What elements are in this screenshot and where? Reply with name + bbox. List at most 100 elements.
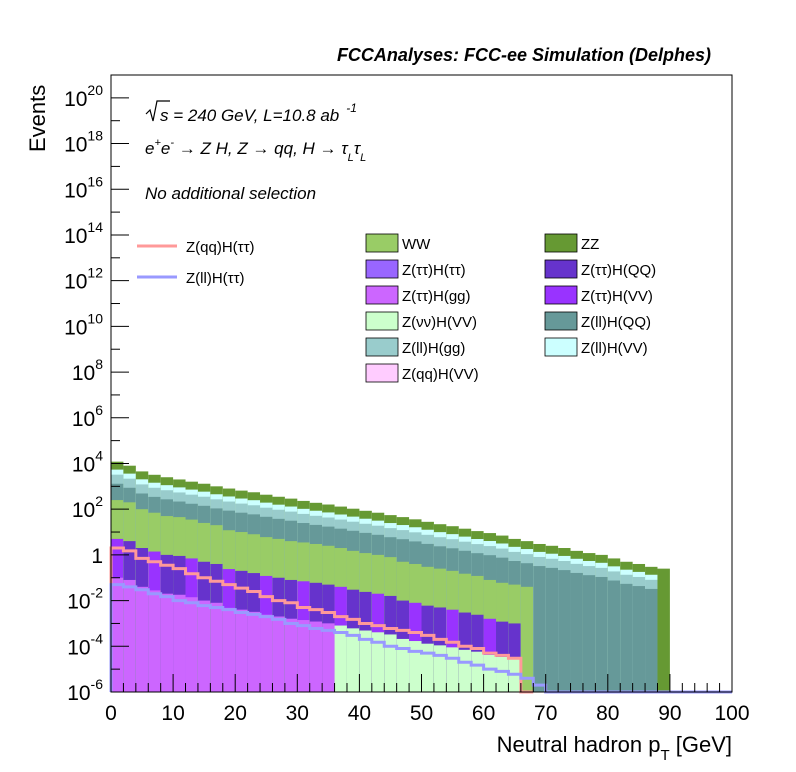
stack-legend: WW Z(ττ)H(ττ) Z(ττ)H(gg) Z(νν)H(VV) Z(ll)H(g… (365, 233, 656, 383)
bar-zllhqq (595, 576, 608, 692)
x-tick-label: 40 (348, 702, 371, 725)
bar-ztautau-low (197, 600, 211, 692)
bar-ztautau-low (247, 611, 261, 692)
y-tick-label: 10-4 (67, 630, 103, 659)
bar-ztautau-low (185, 597, 198, 692)
bar-zllhqq (545, 567, 559, 692)
legend-label: Z(qq)H(VV) (402, 366, 479, 383)
legend-label: Z(ττ)H(gg) (402, 288, 471, 305)
legend-label: WW (402, 236, 431, 253)
bar-zllhqq (620, 583, 633, 692)
y-tick-label: 1 (91, 545, 103, 568)
bar-zllhqq (632, 586, 646, 692)
bar-zllhqq (533, 566, 546, 692)
legend-swatch (544, 337, 578, 357)
bar-ztautau-low (123, 579, 136, 692)
bar-zllhqq (570, 572, 583, 692)
x-axis-label-main: Neutral hadron p (497, 732, 661, 757)
legend-label: ZZ (581, 236, 599, 253)
x-tick-label: 100 (714, 702, 749, 725)
bar-ztautau-low (210, 602, 223, 692)
line-legend: Z(qq)H(ττ) Z(ll)H(ττ) (137, 239, 255, 287)
bar-ztautau-low (483, 654, 497, 692)
bar-zllhqq (607, 580, 621, 692)
bar-ztautau-low (297, 620, 310, 692)
y-tick-label: 1018 (64, 128, 103, 157)
legend-swatch (365, 337, 399, 357)
y-tick-label: 10-6 (67, 676, 103, 705)
bar-zllhqq (645, 588, 658, 692)
legend-label: Z(νν)H(VV) (402, 314, 477, 331)
x-tick-label: 0 (105, 702, 117, 725)
y-tick-label: 102 (72, 493, 103, 522)
bar-ztautau-low (260, 614, 273, 692)
bar-ztautau-low (396, 638, 410, 692)
legend-swatch (365, 233, 399, 253)
legend-swatch (365, 363, 399, 383)
bar-ztautau-low (346, 628, 360, 692)
legend-label-zll-htautau: Z(ll)H(ττ) (186, 270, 245, 287)
bar-ztautau-low (272, 616, 285, 692)
legend-swatch (544, 233, 578, 253)
bar-ztautau-low (496, 657, 509, 692)
annotation-lumi-sup: -1 (346, 101, 357, 115)
bar-ztautau-low (471, 651, 484, 692)
bar-ztautau-low (309, 621, 323, 692)
bar-ww (520, 586, 534, 692)
legend-label: Z(ll)H(VV) (581, 340, 648, 357)
legend-label: Z(ll)H(QQ) (581, 314, 651, 331)
bar-ztautau-low (446, 647, 459, 692)
bar-ztautau-low (334, 625, 347, 692)
x-tick-label: 30 (286, 702, 309, 725)
bar-ztautau-low (421, 643, 434, 692)
x-tick-label: 90 (658, 702, 681, 725)
annotation-process: e+e- → Z H, Z → qq, H → τLτL (145, 137, 366, 164)
x-tick-label: 10 (161, 702, 184, 725)
bar-zllhqq (558, 570, 571, 692)
x-ticks: 0 10 20 30 40 50 60 70 80 90 100 (105, 674, 750, 725)
sqrt-sign (145, 100, 170, 122)
legend-label: Z(ττ)H(QQ) (581, 262, 656, 279)
y-tick-label: 106 (72, 402, 103, 431)
legend-swatch (365, 259, 399, 279)
bar-ztautau-low (235, 609, 248, 692)
bar-ztautau-low (433, 645, 447, 692)
bar-ztautau-low (409, 641, 422, 692)
y-tick-label: 108 (72, 356, 103, 385)
legend-swatch (365, 311, 399, 331)
legend-label: Z(ττ)H(ττ) (402, 262, 466, 279)
bar-ztautau-low (148, 590, 161, 692)
histogram-area (111, 461, 670, 692)
bar-ztautau-low (384, 634, 397, 692)
bar-ztautau-low (458, 649, 472, 692)
x-tick-label: 70 (534, 702, 557, 725)
annotation-energy-lumi: s = 240 GeV, L=10.8 ab -1 (160, 101, 357, 125)
bar-ztautau-low (371, 632, 385, 692)
legend-label-zqq-htautau: Z(qq)H(ττ) (186, 239, 255, 256)
legend-label: Z(ll)H(gg) (402, 340, 465, 357)
x-tick-label: 60 (472, 702, 495, 725)
x-tick-label: 20 (224, 702, 247, 725)
legend-swatch (544, 285, 578, 305)
chart-title: FCCAnalyses: FCC-ee Simulation (Delphes) (337, 45, 711, 65)
legend-swatch (365, 285, 399, 305)
x-tick-label: 50 (410, 702, 433, 725)
bar-ztautau-low (111, 577, 124, 692)
legend-swatch (544, 311, 578, 331)
y-tick-label: 10-2 (67, 585, 103, 614)
y-tick-label: 104 (72, 447, 103, 476)
x-axis-label-unit: [GeV] (670, 732, 732, 757)
x-axis-label: Neutral hadron pT [GeV] (497, 732, 732, 764)
x-axis-label-sub: T (660, 747, 669, 764)
bar-ztautau-low (160, 593, 174, 692)
bar-ztautau-low (173, 594, 186, 692)
bar-ztautau-low (359, 630, 372, 692)
y-axis-label: Events (25, 85, 50, 152)
bar-ztautau-low (222, 607, 236, 692)
bar-zllhqq (582, 575, 596, 692)
line-zqq-htautau (109, 546, 534, 694)
x-tick-label: 80 (596, 702, 619, 725)
y-tick-label: 1014 (64, 219, 103, 248)
annotation-selection: No additional selection (145, 184, 316, 203)
